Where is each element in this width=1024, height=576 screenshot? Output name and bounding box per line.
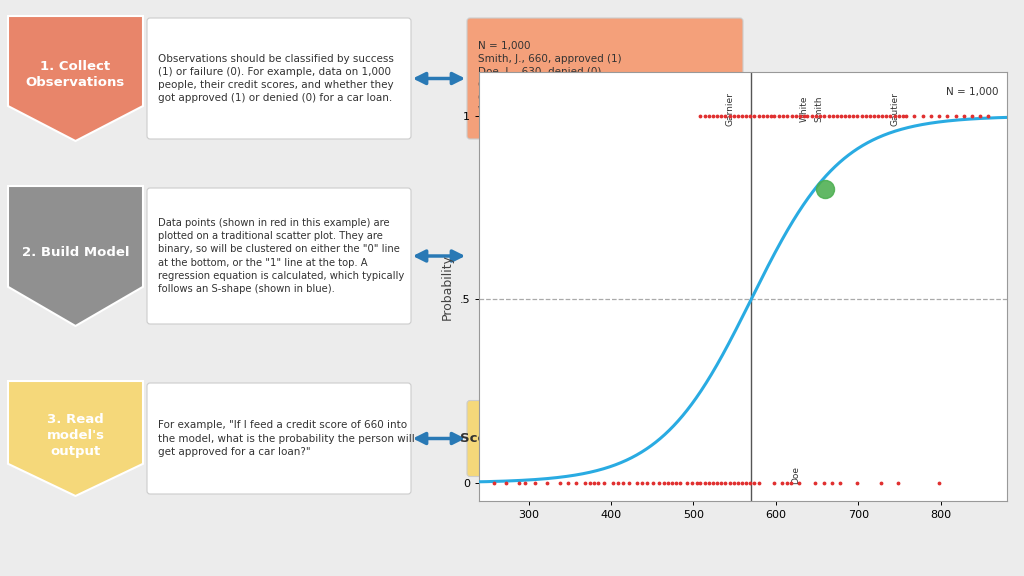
FancyBboxPatch shape [147,188,411,324]
Text: N = 1,000
Smith, J., 660, approved (1)
Doe, J. , 630, denied (0)
Garnier, B., 55: N = 1,000 Smith, J., 660, approved (1) D… [478,40,639,116]
Text: 2. Build Model: 2. Build Model [22,245,129,259]
Polygon shape [8,16,143,141]
FancyBboxPatch shape [467,18,743,139]
FancyBboxPatch shape [147,18,411,139]
Polygon shape [8,186,143,326]
Text: For example, "If I feed a credit score of 660 into
the model, what is the probab: For example, "If I feed a credit score o… [158,420,415,457]
Text: Doe: Doe [792,467,801,484]
Text: Data points (shown in red in this example) are
plotted on a traditional scatter : Data points (shown in red in this exampl… [158,218,404,294]
Text: Garnier: Garnier [726,92,734,126]
Text: Gautier: Gautier [891,92,899,126]
Polygon shape [8,381,143,496]
FancyBboxPatch shape [467,400,743,476]
Text: Smith: Smith [815,96,823,122]
Text: 1. Collect
Observations: 1. Collect Observations [26,60,125,89]
Text: N = 1,000: N = 1,000 [946,86,998,97]
Text: Score of 660 (green dot on graph) = .8: Score of 660 (green dot on graph) = .8 [460,432,751,445]
Text: White: White [800,96,809,122]
Y-axis label: Probability: Probability [441,253,454,320]
FancyBboxPatch shape [147,383,411,494]
Text: 3. Read
model's
output: 3. Read model's output [46,413,104,458]
Text: Observations should be classified by success
(1) or failure (0). For example, da: Observations should be classified by suc… [158,54,394,103]
